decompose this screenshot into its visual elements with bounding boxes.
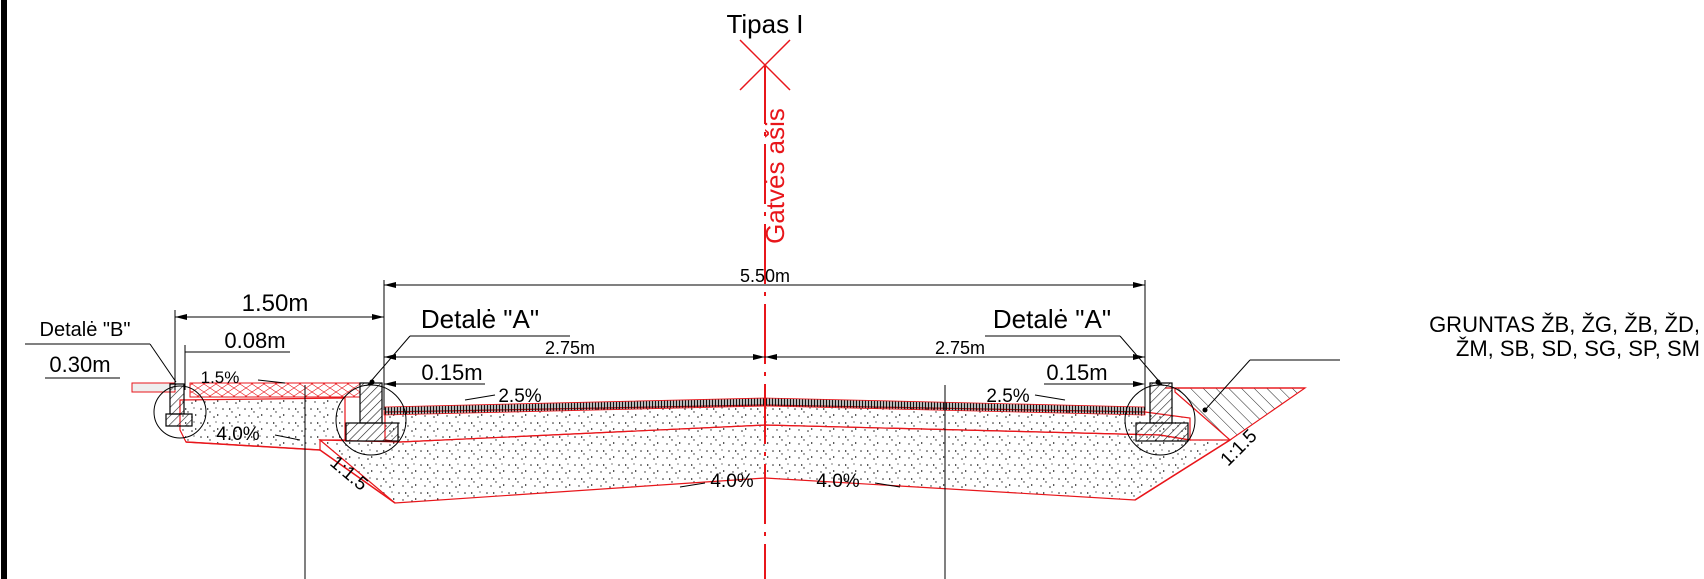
sidewalk-base bbox=[179, 397, 346, 451]
curb-sidewalk-edge bbox=[165, 383, 193, 427]
embankment-left-lower bbox=[185, 441, 321, 451]
detail-b: Detalė "B" bbox=[40, 319, 131, 341]
axis-cross-icon bbox=[739, 39, 791, 91]
slope-road-right: 2.5% bbox=[986, 386, 1029, 407]
detail-a-right: Detalė "A" bbox=[993, 304, 1111, 334]
soil-label-line1: GRUNTAS ŽB, ŽG, ŽB, ŽD, bbox=[1429, 312, 1700, 337]
curb-right bbox=[1135, 382, 1189, 442]
detail-circle-a-left bbox=[335, 384, 407, 456]
detail-circle-b bbox=[153, 385, 207, 439]
dim-half-left: 2.75m bbox=[545, 338, 595, 358]
dim-edge: 0.30m bbox=[49, 352, 110, 377]
axis-label-text: Gatvės ašis bbox=[760, 108, 790, 244]
slope-base-center-right: 4.0% bbox=[816, 471, 859, 492]
slope-base-left: 4.0% bbox=[216, 424, 259, 445]
embankment-right bbox=[1134, 439, 1231, 501]
slope-road-left: 2.5% bbox=[498, 386, 541, 407]
dim-curb-left: 0.15m bbox=[421, 360, 482, 385]
slope-sidewalk: 1.5% bbox=[201, 368, 240, 387]
dim-sidewalk: 1.50m bbox=[242, 290, 309, 317]
dim-total: 5.50m bbox=[740, 266, 790, 286]
slope-base-center-left: 4.0% bbox=[710, 471, 753, 492]
dim-curb-right: 0.15m bbox=[1046, 360, 1107, 385]
dim-gap: 0.08m bbox=[224, 328, 285, 353]
dim-half-right: 2.75m bbox=[935, 338, 985, 358]
title-text: Tipas I bbox=[726, 9, 803, 39]
edge-strip bbox=[131, 382, 176, 393]
detail-a-left: Detalė "A" bbox=[421, 304, 539, 334]
soil-label-line2: ŽM, SB, SD, SG, SP, SM bbox=[1456, 336, 1700, 361]
embankment-left bbox=[319, 449, 396, 504]
